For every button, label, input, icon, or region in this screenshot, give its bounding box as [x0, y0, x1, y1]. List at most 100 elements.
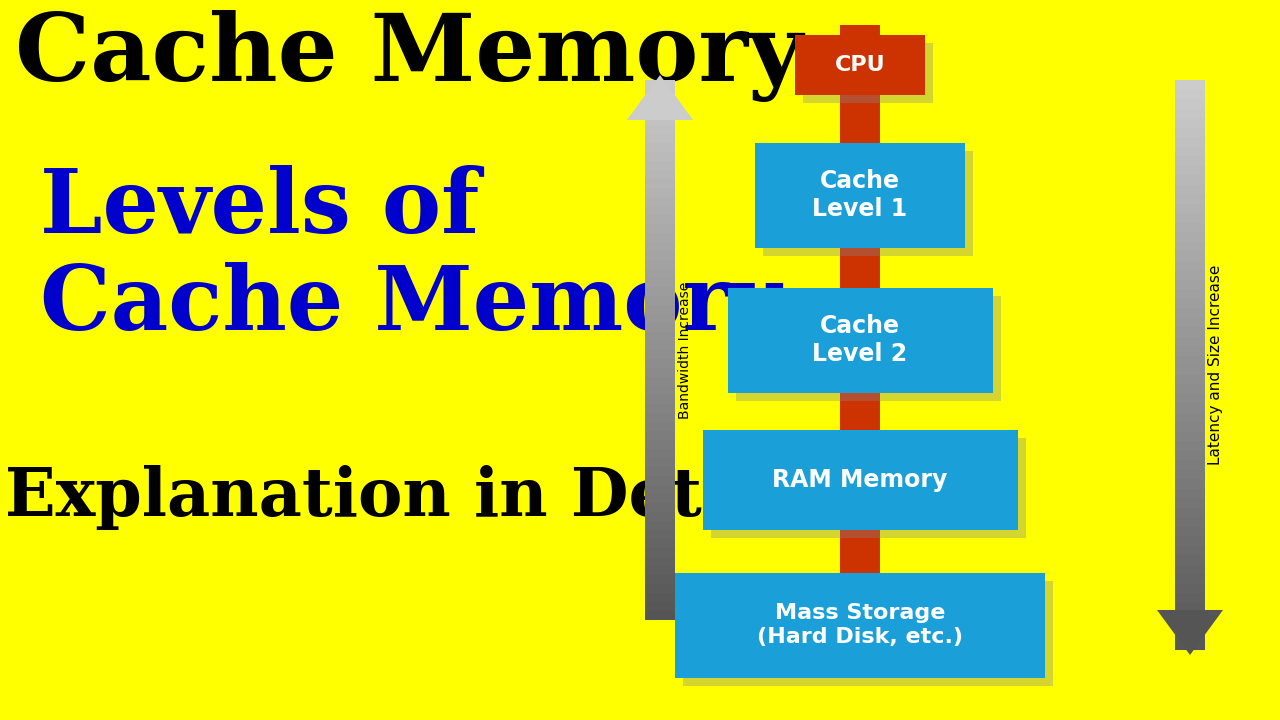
- FancyBboxPatch shape: [675, 572, 1044, 678]
- Bar: [645, 278, 675, 287]
- Bar: [645, 395, 675, 404]
- Bar: [645, 350, 675, 359]
- Bar: [645, 98, 675, 107]
- Bar: [645, 188, 675, 197]
- Bar: [840, 248, 881, 287]
- Bar: [645, 593, 675, 602]
- Bar: [645, 89, 675, 98]
- Bar: [840, 25, 881, 35]
- Bar: [1175, 213, 1204, 222]
- Bar: [645, 125, 675, 134]
- Bar: [645, 521, 675, 530]
- Bar: [645, 359, 675, 368]
- Bar: [645, 557, 675, 566]
- Bar: [645, 206, 675, 215]
- Bar: [645, 152, 675, 161]
- Bar: [1175, 156, 1204, 166]
- Bar: [645, 431, 675, 440]
- Bar: [1175, 299, 1204, 308]
- Bar: [645, 386, 675, 395]
- Bar: [1175, 593, 1204, 603]
- Bar: [645, 575, 675, 584]
- Text: Cache Memory: Cache Memory: [15, 10, 803, 102]
- Bar: [645, 224, 675, 233]
- Bar: [1175, 80, 1204, 89]
- Bar: [1175, 441, 1204, 451]
- Bar: [1175, 631, 1204, 641]
- Bar: [1175, 574, 1204, 583]
- Bar: [645, 377, 675, 386]
- Bar: [1175, 603, 1204, 612]
- Bar: [645, 449, 675, 458]
- Bar: [1175, 184, 1204, 194]
- Bar: [1175, 99, 1204, 109]
- Bar: [1175, 641, 1204, 650]
- Bar: [645, 485, 675, 494]
- Bar: [645, 566, 675, 575]
- Bar: [1175, 488, 1204, 498]
- Bar: [1175, 536, 1204, 546]
- Bar: [645, 260, 675, 269]
- Text: Cache
Level 2: Cache Level 2: [813, 314, 908, 366]
- Bar: [1175, 308, 1204, 318]
- Bar: [1175, 469, 1204, 479]
- Bar: [1175, 431, 1204, 441]
- FancyBboxPatch shape: [727, 287, 992, 392]
- Bar: [1175, 526, 1204, 536]
- Bar: [1175, 279, 1204, 289]
- Bar: [1175, 109, 1204, 118]
- Polygon shape: [1157, 610, 1222, 655]
- Bar: [1175, 517, 1204, 526]
- Bar: [645, 539, 675, 548]
- Bar: [645, 179, 675, 188]
- Bar: [645, 305, 675, 314]
- Text: Cache
Level 1: Cache Level 1: [813, 169, 908, 221]
- Bar: [645, 422, 675, 431]
- Bar: [645, 440, 675, 449]
- Bar: [1175, 365, 1204, 374]
- Bar: [840, 530, 881, 572]
- Bar: [645, 404, 675, 413]
- Bar: [645, 314, 675, 323]
- Bar: [1175, 222, 1204, 232]
- Bar: [645, 161, 675, 170]
- Bar: [1175, 270, 1204, 279]
- Bar: [645, 458, 675, 467]
- Bar: [1175, 146, 1204, 156]
- Polygon shape: [627, 75, 692, 120]
- Bar: [1175, 356, 1204, 365]
- FancyBboxPatch shape: [703, 430, 1018, 530]
- Bar: [645, 323, 675, 332]
- FancyBboxPatch shape: [795, 35, 925, 95]
- Bar: [645, 197, 675, 206]
- Bar: [1175, 336, 1204, 346]
- Bar: [1175, 327, 1204, 336]
- Bar: [1175, 251, 1204, 261]
- Bar: [1175, 261, 1204, 270]
- Bar: [1175, 204, 1204, 213]
- Bar: [645, 602, 675, 611]
- Text: Latency and Size Increase: Latency and Size Increase: [1208, 265, 1222, 465]
- Bar: [645, 548, 675, 557]
- Bar: [1175, 346, 1204, 356]
- Bar: [1175, 621, 1204, 631]
- Bar: [645, 107, 675, 116]
- Bar: [645, 368, 675, 377]
- Bar: [645, 503, 675, 512]
- Bar: [1175, 384, 1204, 394]
- Bar: [1175, 422, 1204, 431]
- Bar: [645, 467, 675, 476]
- Bar: [1175, 403, 1204, 413]
- Bar: [1175, 232, 1204, 241]
- Bar: [1175, 508, 1204, 517]
- Bar: [1175, 460, 1204, 469]
- Bar: [645, 584, 675, 593]
- Bar: [645, 215, 675, 224]
- Bar: [1175, 564, 1204, 574]
- Bar: [1175, 194, 1204, 204]
- Bar: [1175, 241, 1204, 251]
- FancyBboxPatch shape: [803, 43, 933, 103]
- Bar: [1175, 583, 1204, 593]
- Bar: [645, 296, 675, 305]
- Text: RAM Memory: RAM Memory: [772, 468, 947, 492]
